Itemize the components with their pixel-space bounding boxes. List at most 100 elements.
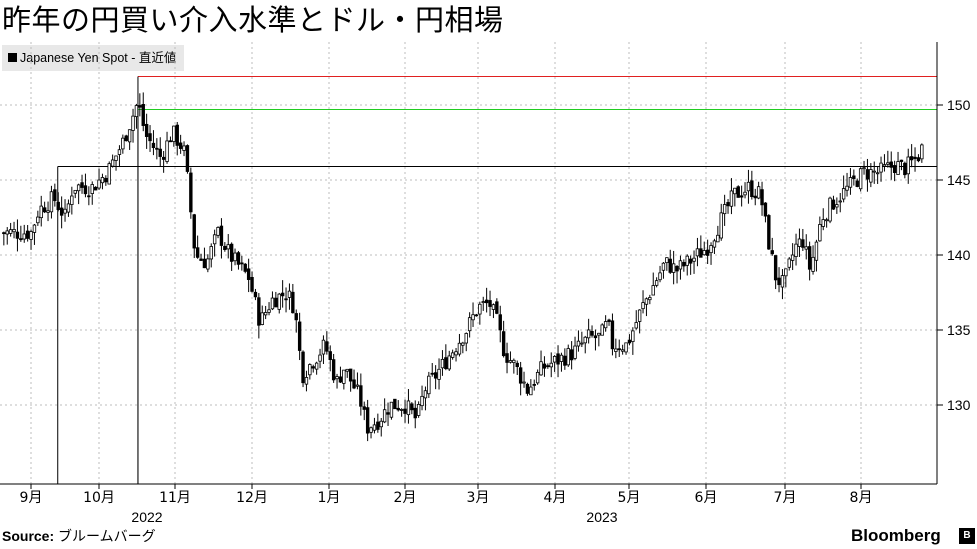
candle-body (750, 180, 754, 198)
candle-body (410, 403, 414, 411)
candle-body (423, 390, 428, 399)
candle-body (185, 145, 190, 172)
reference-levels (57, 76, 937, 484)
candle-body (811, 256, 815, 272)
candle-body (389, 401, 394, 418)
candle-body (607, 319, 611, 322)
candle-body (243, 263, 247, 272)
candle-body (301, 351, 305, 384)
candle-body (277, 293, 281, 310)
candle-body (787, 258, 791, 268)
candle-body (610, 320, 615, 350)
candle-body (835, 204, 839, 208)
candle-body (872, 170, 876, 173)
candle-body (675, 266, 679, 272)
candle-body (172, 125, 176, 142)
candle-body (107, 163, 111, 185)
candle-body (580, 342, 584, 345)
candle-body (824, 219, 829, 222)
candle-body (498, 314, 502, 331)
y-tick-label-150: 150 (947, 97, 971, 113)
candle-body (223, 245, 227, 251)
candle-body (733, 187, 737, 195)
candle-body (331, 359, 336, 381)
candle-body (25, 230, 30, 239)
candle-body (267, 309, 271, 313)
candle-body (328, 351, 332, 361)
y-tick-label-130: 130 (947, 397, 971, 413)
candle-body (66, 203, 71, 213)
candle-body (828, 197, 832, 222)
candle-body (661, 262, 666, 271)
candle-body (141, 104, 145, 126)
candle-body (212, 234, 217, 245)
axes: 130 135 140 145 150 9月 10月 11月 12月 1月 2月 3月 4月 5月 6月 7月… (0, 42, 971, 525)
candle-body (461, 342, 465, 346)
candle-body (909, 156, 914, 161)
candle-body (148, 133, 152, 142)
candle-body (790, 254, 795, 261)
source-text: ブルームバーグ (58, 528, 156, 544)
candle-body (131, 115, 135, 131)
candle-body (848, 177, 853, 188)
candle-body (253, 291, 258, 298)
candle-body (284, 298, 288, 301)
candle-body (127, 129, 132, 143)
candle-body (658, 272, 662, 281)
candle-body (257, 297, 261, 326)
candle-body (495, 301, 499, 314)
candle-body (665, 257, 669, 264)
candle-body (430, 372, 434, 375)
candle-body (416, 404, 421, 416)
candle-body (202, 258, 207, 269)
candle-body (369, 427, 373, 433)
candle-body (382, 409, 387, 423)
candle-body (297, 321, 302, 351)
candle-body (246, 268, 251, 280)
candle-body (651, 285, 655, 296)
x-tick-label-5: 2月 (394, 490, 417, 506)
candle-body (481, 301, 485, 303)
candle-body (206, 258, 210, 270)
candle-body (780, 275, 785, 288)
candle-body (801, 239, 805, 248)
candle-body (821, 219, 825, 227)
candle-body (620, 349, 625, 352)
candle-body (73, 189, 77, 194)
candle-body (573, 345, 577, 359)
candle-body (49, 191, 54, 213)
candle-body (889, 161, 893, 168)
candle-body (797, 238, 802, 247)
candle-body (168, 140, 173, 143)
candle-body (87, 195, 91, 198)
candle-body (546, 365, 550, 368)
candle-body (5, 230, 9, 235)
candle-body (739, 195, 744, 198)
candle-body (559, 354, 564, 362)
candle-body (845, 185, 849, 191)
y-tick-label-140: 140 (947, 247, 971, 263)
year-label-1: 2023 (586, 509, 617, 525)
candle-body (753, 195, 757, 199)
candle-body (726, 202, 730, 207)
candle-body (719, 212, 723, 239)
candle-body (773, 255, 778, 281)
candle-body (90, 184, 94, 194)
candle-body (22, 233, 26, 240)
y-tick-label-135: 135 (947, 322, 971, 338)
candle-body (913, 156, 917, 159)
candle-body (600, 324, 604, 336)
candle-body (736, 186, 740, 198)
candle-body (743, 191, 747, 196)
candle-body (338, 376, 343, 383)
candle-body (138, 105, 142, 108)
candle-body (457, 342, 462, 355)
candle-body (240, 262, 244, 265)
candle-body (804, 246, 808, 250)
candle-body (505, 353, 509, 363)
candle-body (70, 195, 74, 205)
year-label-0: 2022 (131, 509, 162, 525)
legend-label: Japanese Yen Spot - 直近値 (20, 51, 177, 65)
candle-body (376, 421, 380, 430)
